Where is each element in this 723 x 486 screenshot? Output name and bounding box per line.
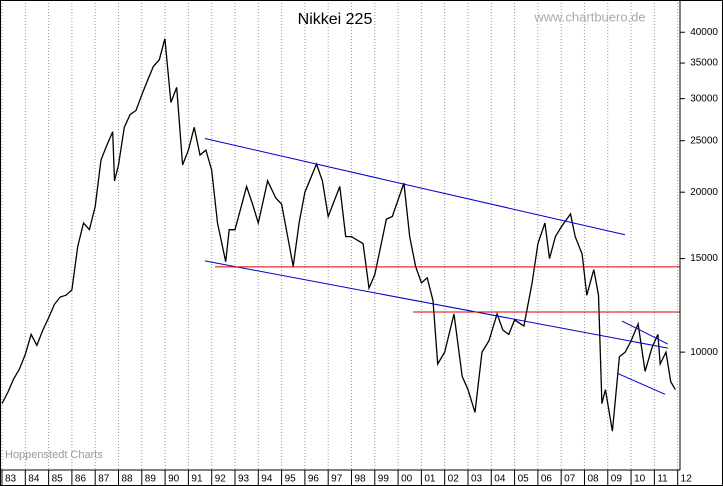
x-tick-label: 01 [424, 474, 436, 485]
trend-line [204, 260, 668, 349]
watermark: www.chartbuero.de [533, 9, 645, 24]
x-tick-label: 97 [331, 474, 343, 485]
trend-line [616, 372, 666, 395]
x-tick-label: 06 [541, 474, 553, 485]
x-tick-label: 11 [657, 474, 668, 485]
source-note: Hoppenstedt Charts [5, 449, 103, 461]
x-tick-label: 89 [145, 474, 157, 485]
x-tick-label: 03 [471, 474, 483, 485]
x-tick-label: 99 [378, 474, 390, 485]
y-tick-label: 15000 [690, 253, 718, 264]
y-tick-label: 25000 [690, 135, 718, 146]
chart-title: Nikkei 225 [298, 11, 373, 28]
y-tick-label: 35000 [690, 58, 718, 69]
x-tick-label: 83 [5, 474, 17, 485]
y-tick-label: 30000 [690, 93, 718, 104]
x-tick-label: 04 [494, 474, 506, 485]
x-tick-label: 86 [75, 474, 87, 485]
x-tick-label: 92 [215, 474, 227, 485]
price-line [1, 38, 676, 432]
x-tick-label: 95 [285, 474, 297, 485]
x-tick-label: 09 [611, 474, 623, 485]
y-tick-label: 10000 [690, 347, 718, 358]
x-tick-label: 91 [191, 474, 203, 485]
x-tick-label: 96 [308, 474, 320, 485]
x-tick-label: 02 [448, 474, 460, 485]
grid [1, 0, 679, 470]
x-tick-label: 84 [28, 474, 40, 485]
x-tick-label: 00 [401, 474, 413, 485]
plot-area [1, 38, 680, 432]
x-tick-label: 87 [98, 474, 110, 485]
x-tick-label: 98 [354, 474, 366, 485]
x-tick-label: 94 [261, 474, 273, 485]
trend-line [621, 320, 669, 345]
y-tick-label: 40000 [690, 27, 718, 38]
x-tick-label: 85 [52, 474, 64, 485]
x-tick-label: 88 [121, 474, 133, 485]
trend-line [204, 138, 626, 236]
x-tick-label: 07 [564, 474, 576, 485]
x-tick-label: 12 [681, 474, 693, 485]
x-tick-label: 90 [168, 474, 180, 485]
x-tick-label: 08 [587, 474, 599, 485]
x-tick-label: 93 [238, 474, 250, 485]
x-tick-label: 05 [518, 474, 530, 485]
y-tick-label: 20000 [690, 187, 718, 198]
x-tick-label: 10 [634, 474, 646, 485]
